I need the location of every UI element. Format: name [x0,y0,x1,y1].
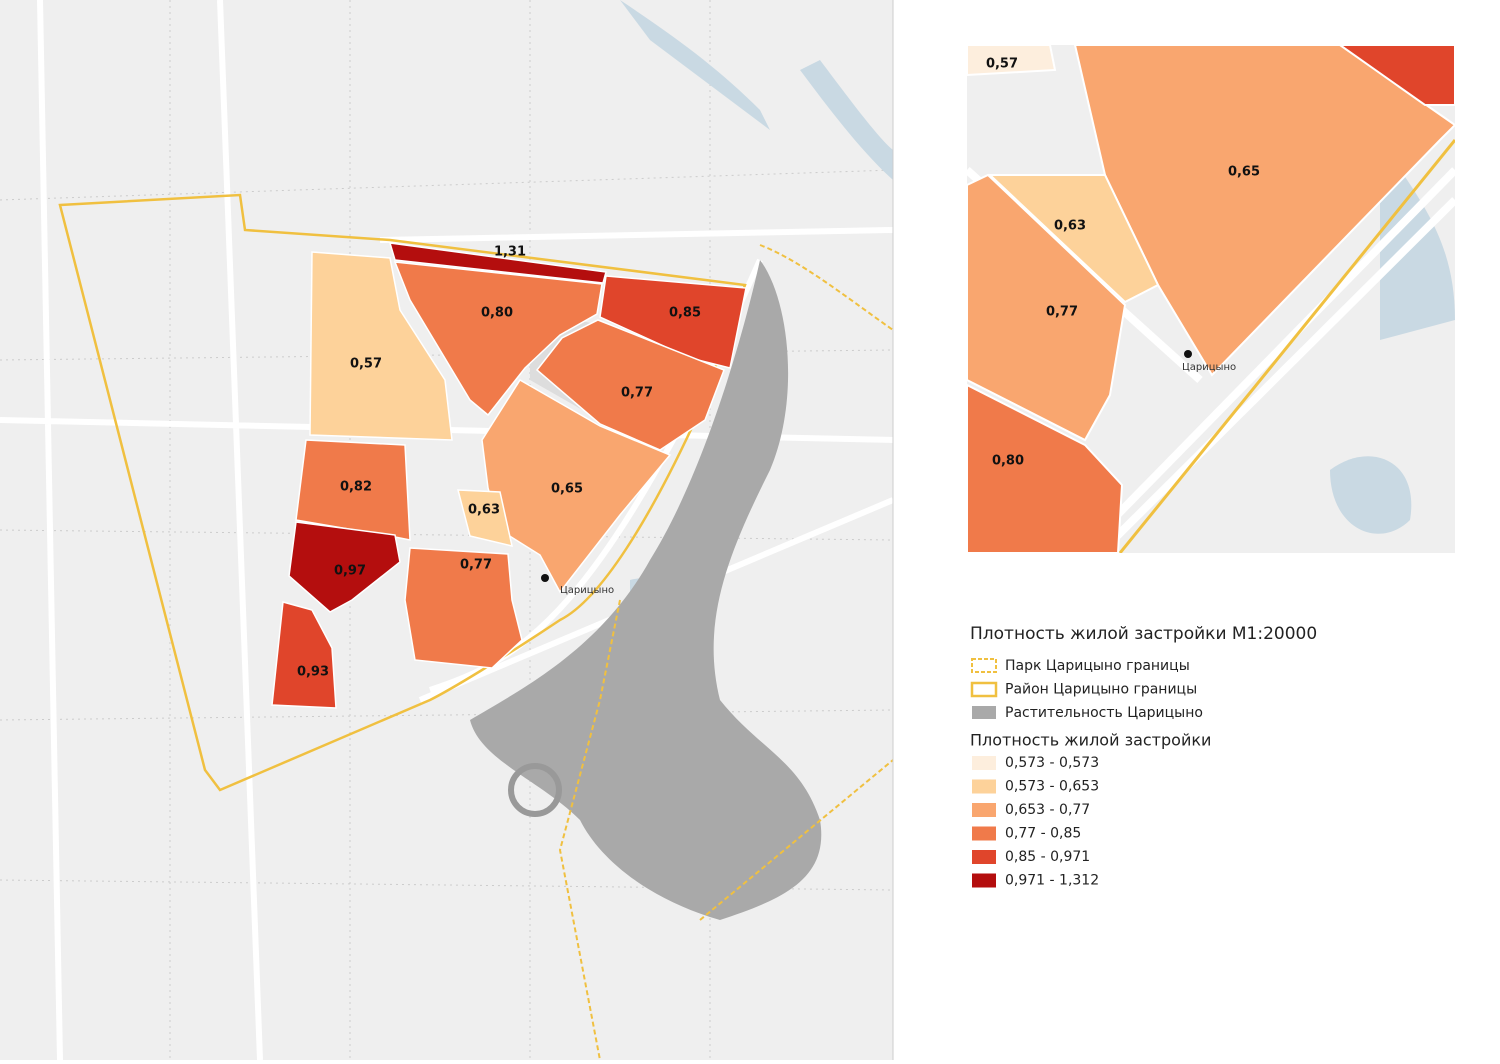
station-label: Царицыно [560,585,614,596]
density-block [393,261,603,417]
density-block [288,521,401,613]
density-label: 0,80 [481,306,513,321]
density-label: 0,85 [669,306,701,321]
density-label: 0,82 [340,480,372,495]
inset-station-label: Царицыно [1182,362,1236,373]
inset-block [967,383,1124,553]
density-blocks: 1,31 0,80 0,85 0,77 0,65 0,57 0,82 0,97 0,93 0,63… [271,242,747,709]
legend-item: Растительность Царицыно [1005,705,1203,721]
legend-item: 0,573 - 0,573 [1005,755,1099,771]
inset-label: 0,57 [986,57,1018,72]
legend-swatch [972,803,996,817]
legend-item: Парк Царицыно границы [1005,658,1190,674]
inset-block [967,173,1127,442]
legend-item: 0,573 - 0,653 [1005,779,1099,795]
density-label: 0,65 [551,482,583,497]
density-block [271,601,337,709]
inset-block [967,45,1057,77]
density-block [309,251,453,441]
density-label: 1,31 [494,245,526,260]
legend-title: Плотность жилой застройки М1:20000 [970,624,1317,644]
classes-title: Плотность жилой застройки [970,731,1211,750]
density-label: 0,63 [468,503,500,518]
density-label: 0,93 [297,665,329,680]
legend-item: 0,971 - 1,312 [1005,873,1099,889]
legend-swatch [972,850,996,864]
legend-item: Район Царицыно границы [1005,682,1197,698]
density-label: 0,77 [621,386,653,401]
inset-label: 0,77 [1046,305,1078,320]
inset-label: 0,63 [1054,219,1086,234]
legend-swatch [972,756,996,770]
inset-map: 0,57 0,65 0,63 0,77 0,80 Царицыно [967,45,1455,553]
density-block [457,489,513,548]
density-label: 0,57 [350,357,382,372]
legend-item: 0,77 - 0,85 [1005,826,1081,842]
legend-swatch [972,826,996,841]
density-block [404,547,523,669]
density-block [295,439,411,541]
legend: Плотность жилой застройки М1:20000 Плотн… [970,624,1317,889]
inset-blocks: 0,57 0,65 0,63 0,77 0,80 [967,45,1455,553]
legend-item: 0,653 - 0,77 [1005,802,1090,818]
main-map: 1,31 0,80 0,85 0,77 0,65 0,57 0,82 0,97 0,93 0,63… [0,0,893,1060]
density-block [599,275,747,369]
inset-label: 0,65 [1228,165,1260,180]
inset-block [1338,45,1455,106]
density-label: 0,77 [460,558,492,573]
density-block [535,319,725,451]
density-block [388,242,607,284]
legend-swatch [972,779,996,794]
inset-block [987,174,1160,304]
inset-label: 0,80 [992,454,1024,469]
density-label: 0,97 [334,564,366,579]
density-block [481,378,672,594]
legend-item: 0,85 - 0,971 [1005,849,1090,865]
legend-swatch [972,873,996,888]
